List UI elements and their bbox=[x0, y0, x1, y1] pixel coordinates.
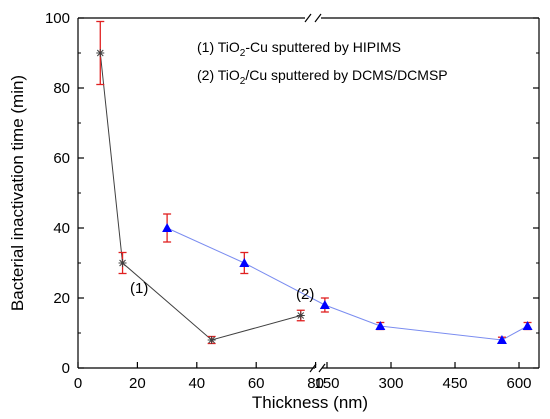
x-tick-label: 150 bbox=[314, 375, 339, 392]
data-point-star bbox=[207, 336, 216, 344]
series-layer bbox=[96, 20, 533, 345]
x-tick-label: 60 bbox=[248, 375, 265, 392]
data-point-triangle bbox=[375, 321, 386, 330]
x-tick-label: 80 bbox=[307, 375, 324, 392]
x-axis-title: Thickness (nm) bbox=[252, 393, 368, 412]
axis-break-bottom bbox=[309, 363, 326, 373]
x-tick-label: 450 bbox=[442, 375, 467, 392]
y-tick-label: 20 bbox=[53, 290, 70, 307]
series-2-annotation: (2) bbox=[296, 286, 314, 303]
legend: (1) TiO2-Cu sputtered by HIPIMS (2) TiO2… bbox=[197, 39, 448, 87]
legend-entry-2-suffix: /Cu sputtered by DCMS/DCMSP bbox=[245, 67, 447, 83]
legend-entry-1-sub: 2 bbox=[240, 48, 246, 59]
legend-entry-1-prefix: (1) TiO bbox=[197, 39, 240, 55]
series-1-line bbox=[99, 52, 301, 341]
data-point-triangle bbox=[162, 223, 173, 232]
data-point-star bbox=[296, 311, 305, 320]
x-tick-label: 300 bbox=[378, 375, 403, 392]
series-1-annotation: (1) bbox=[130, 280, 148, 297]
series-2 bbox=[162, 213, 533, 344]
series-1 bbox=[96, 20, 305, 345]
x-tick-label: 0 bbox=[74, 375, 82, 392]
axis-break-top bbox=[304, 13, 322, 23]
y-tick-label: 80 bbox=[53, 80, 70, 97]
x-tick-label: 20 bbox=[129, 375, 146, 392]
legend-entry-2: (2) TiO2/Cu sputtered by DCMS/DCMSP bbox=[197, 67, 448, 87]
legend-entry-2-sub: 2 bbox=[240, 76, 246, 87]
data-point-triangle bbox=[239, 258, 250, 267]
y-tick-label: 40 bbox=[53, 220, 70, 237]
x-tick-label: 40 bbox=[188, 375, 205, 392]
legend-entry-2-prefix: (2) TiO bbox=[197, 67, 240, 83]
data-point-triangle bbox=[522, 321, 533, 330]
data-point-star bbox=[96, 49, 105, 57]
legend-entry-1-suffix: -Cu sputtered by HIPIMS bbox=[245, 39, 401, 55]
y-tick-label: 100 bbox=[45, 10, 70, 27]
y-axis-title: Bacterial inactivation time (min) bbox=[8, 75, 27, 311]
series-2-line bbox=[166, 227, 528, 341]
legend-entry-1: (1) TiO2-Cu sputtered by HIPIMS bbox=[197, 39, 401, 59]
data-point-triangle bbox=[496, 335, 507, 344]
y-tick-label: 0 bbox=[62, 360, 70, 377]
data-point-triangle bbox=[319, 300, 330, 309]
data-point-star bbox=[118, 259, 127, 267]
x-tick-label: 600 bbox=[506, 375, 531, 392]
y-tick-label: 60 bbox=[53, 150, 70, 167]
